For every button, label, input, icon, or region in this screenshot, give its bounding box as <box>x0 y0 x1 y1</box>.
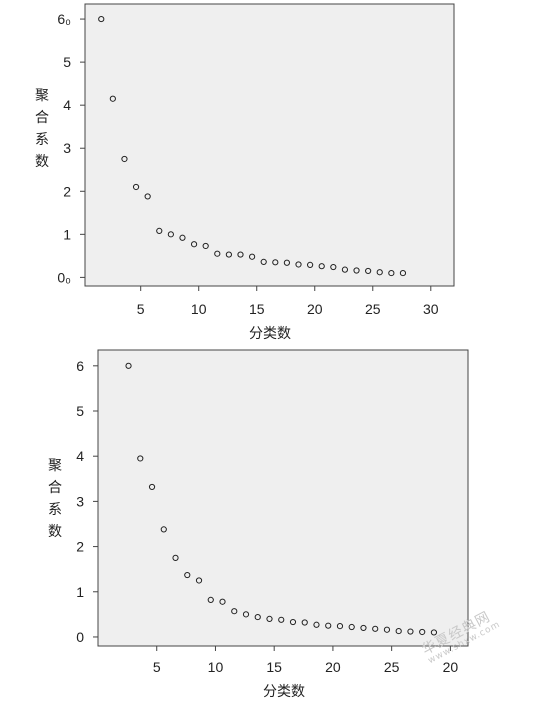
data-point <box>419 628 426 636</box>
data-point <box>190 241 198 248</box>
x-axis-title: 分类数 <box>263 684 305 700</box>
data-point <box>202 242 209 250</box>
data-point <box>272 259 279 266</box>
data-point <box>125 362 132 369</box>
data-point <box>376 269 383 276</box>
y-tick-label: 2 <box>63 183 71 199</box>
x-tick-label: 5 <box>137 301 145 317</box>
data-point <box>219 598 226 605</box>
y-axis-title: 聚合系数 <box>48 458 62 540</box>
x-tick-label: 10 <box>208 659 224 675</box>
x-tick-label: 10 <box>191 301 207 317</box>
data-point <box>148 483 156 491</box>
data-point <box>325 622 332 629</box>
data-point <box>336 623 344 630</box>
y-tick-label: 0 <box>76 629 84 645</box>
data-point <box>179 234 186 241</box>
data-point <box>301 619 308 626</box>
data-point <box>195 577 203 584</box>
data-point <box>407 628 414 635</box>
data-point <box>98 15 105 23</box>
x-tick-label: 20 <box>325 659 341 675</box>
y-tick-label: 1 <box>76 584 84 600</box>
data-point <box>395 627 402 635</box>
x-tick-label: 15 <box>266 659 282 675</box>
y-tick-label: 5 <box>63 54 71 70</box>
data-point <box>214 250 221 257</box>
data-point <box>207 596 214 604</box>
x-tick-label: 30 <box>423 301 439 317</box>
data-point <box>184 571 191 579</box>
data-point <box>399 269 407 277</box>
x-tick-label: 20 <box>443 659 459 675</box>
y-tick-label: 3 <box>63 140 71 156</box>
y-tick-label: 2 <box>76 539 84 555</box>
data-point <box>172 554 179 561</box>
chart-2: 0 1 2 3 4 5 6 5 10 15 20 25 20 分类数 聚合系数 <box>48 349 469 700</box>
data-point <box>260 258 267 265</box>
x-tick-label: 15 <box>249 301 265 317</box>
y-tick-label: 1 <box>63 226 71 242</box>
data-point <box>283 259 291 266</box>
y-tick-label: 6₀ <box>57 11 71 27</box>
data-point <box>330 263 337 271</box>
data-point <box>225 251 232 258</box>
plot-area <box>84 3 455 287</box>
data-point <box>254 613 261 621</box>
x-tick-label: 5 <box>153 659 161 675</box>
data-point <box>248 253 256 260</box>
data-point <box>231 608 238 615</box>
data-point <box>430 629 438 636</box>
data-point <box>383 626 391 633</box>
data-point <box>156 227 163 234</box>
data-point <box>109 95 116 102</box>
data-point <box>278 616 285 623</box>
y-tick-label: 4 <box>63 97 71 113</box>
data-point <box>372 625 379 632</box>
data-point <box>388 269 395 277</box>
y-tick-label: 5 <box>76 403 84 419</box>
data-point <box>360 624 367 632</box>
data-point <box>237 251 244 258</box>
y-axis-title: 聚合系数 <box>35 88 49 170</box>
data-point <box>318 263 325 270</box>
data-point <box>121 155 128 163</box>
x-tick-label: 25 <box>384 659 400 675</box>
data-point <box>137 455 144 462</box>
y-tick-label: 6 <box>76 358 84 374</box>
data-point <box>348 623 355 631</box>
y-tick-label: 3 <box>76 493 84 509</box>
data-point <box>167 231 174 238</box>
data-point <box>242 611 250 618</box>
data-point <box>289 618 297 626</box>
y-tick-label: 0₀ <box>57 269 71 285</box>
data-point <box>313 621 320 628</box>
data-point <box>365 267 372 275</box>
plot-area <box>97 349 469 647</box>
data-point <box>132 183 140 191</box>
data-point <box>353 267 360 274</box>
chart-1: 0₀ 1 2 3 4 5 6₀ 5 10 15 20 25 30 分类数 聚合系数 <box>35 3 455 342</box>
x-tick-label: 20 <box>307 301 323 317</box>
data-point <box>160 526 167 533</box>
data-point <box>307 261 314 269</box>
data-point <box>144 193 151 200</box>
x-tick-label: 25 <box>365 301 381 317</box>
y-tick-label: 4 <box>76 448 84 464</box>
data-point <box>341 266 349 273</box>
data-point <box>295 261 302 268</box>
x-axis-title: 分类数 <box>249 326 291 342</box>
data-point <box>266 615 273 622</box>
